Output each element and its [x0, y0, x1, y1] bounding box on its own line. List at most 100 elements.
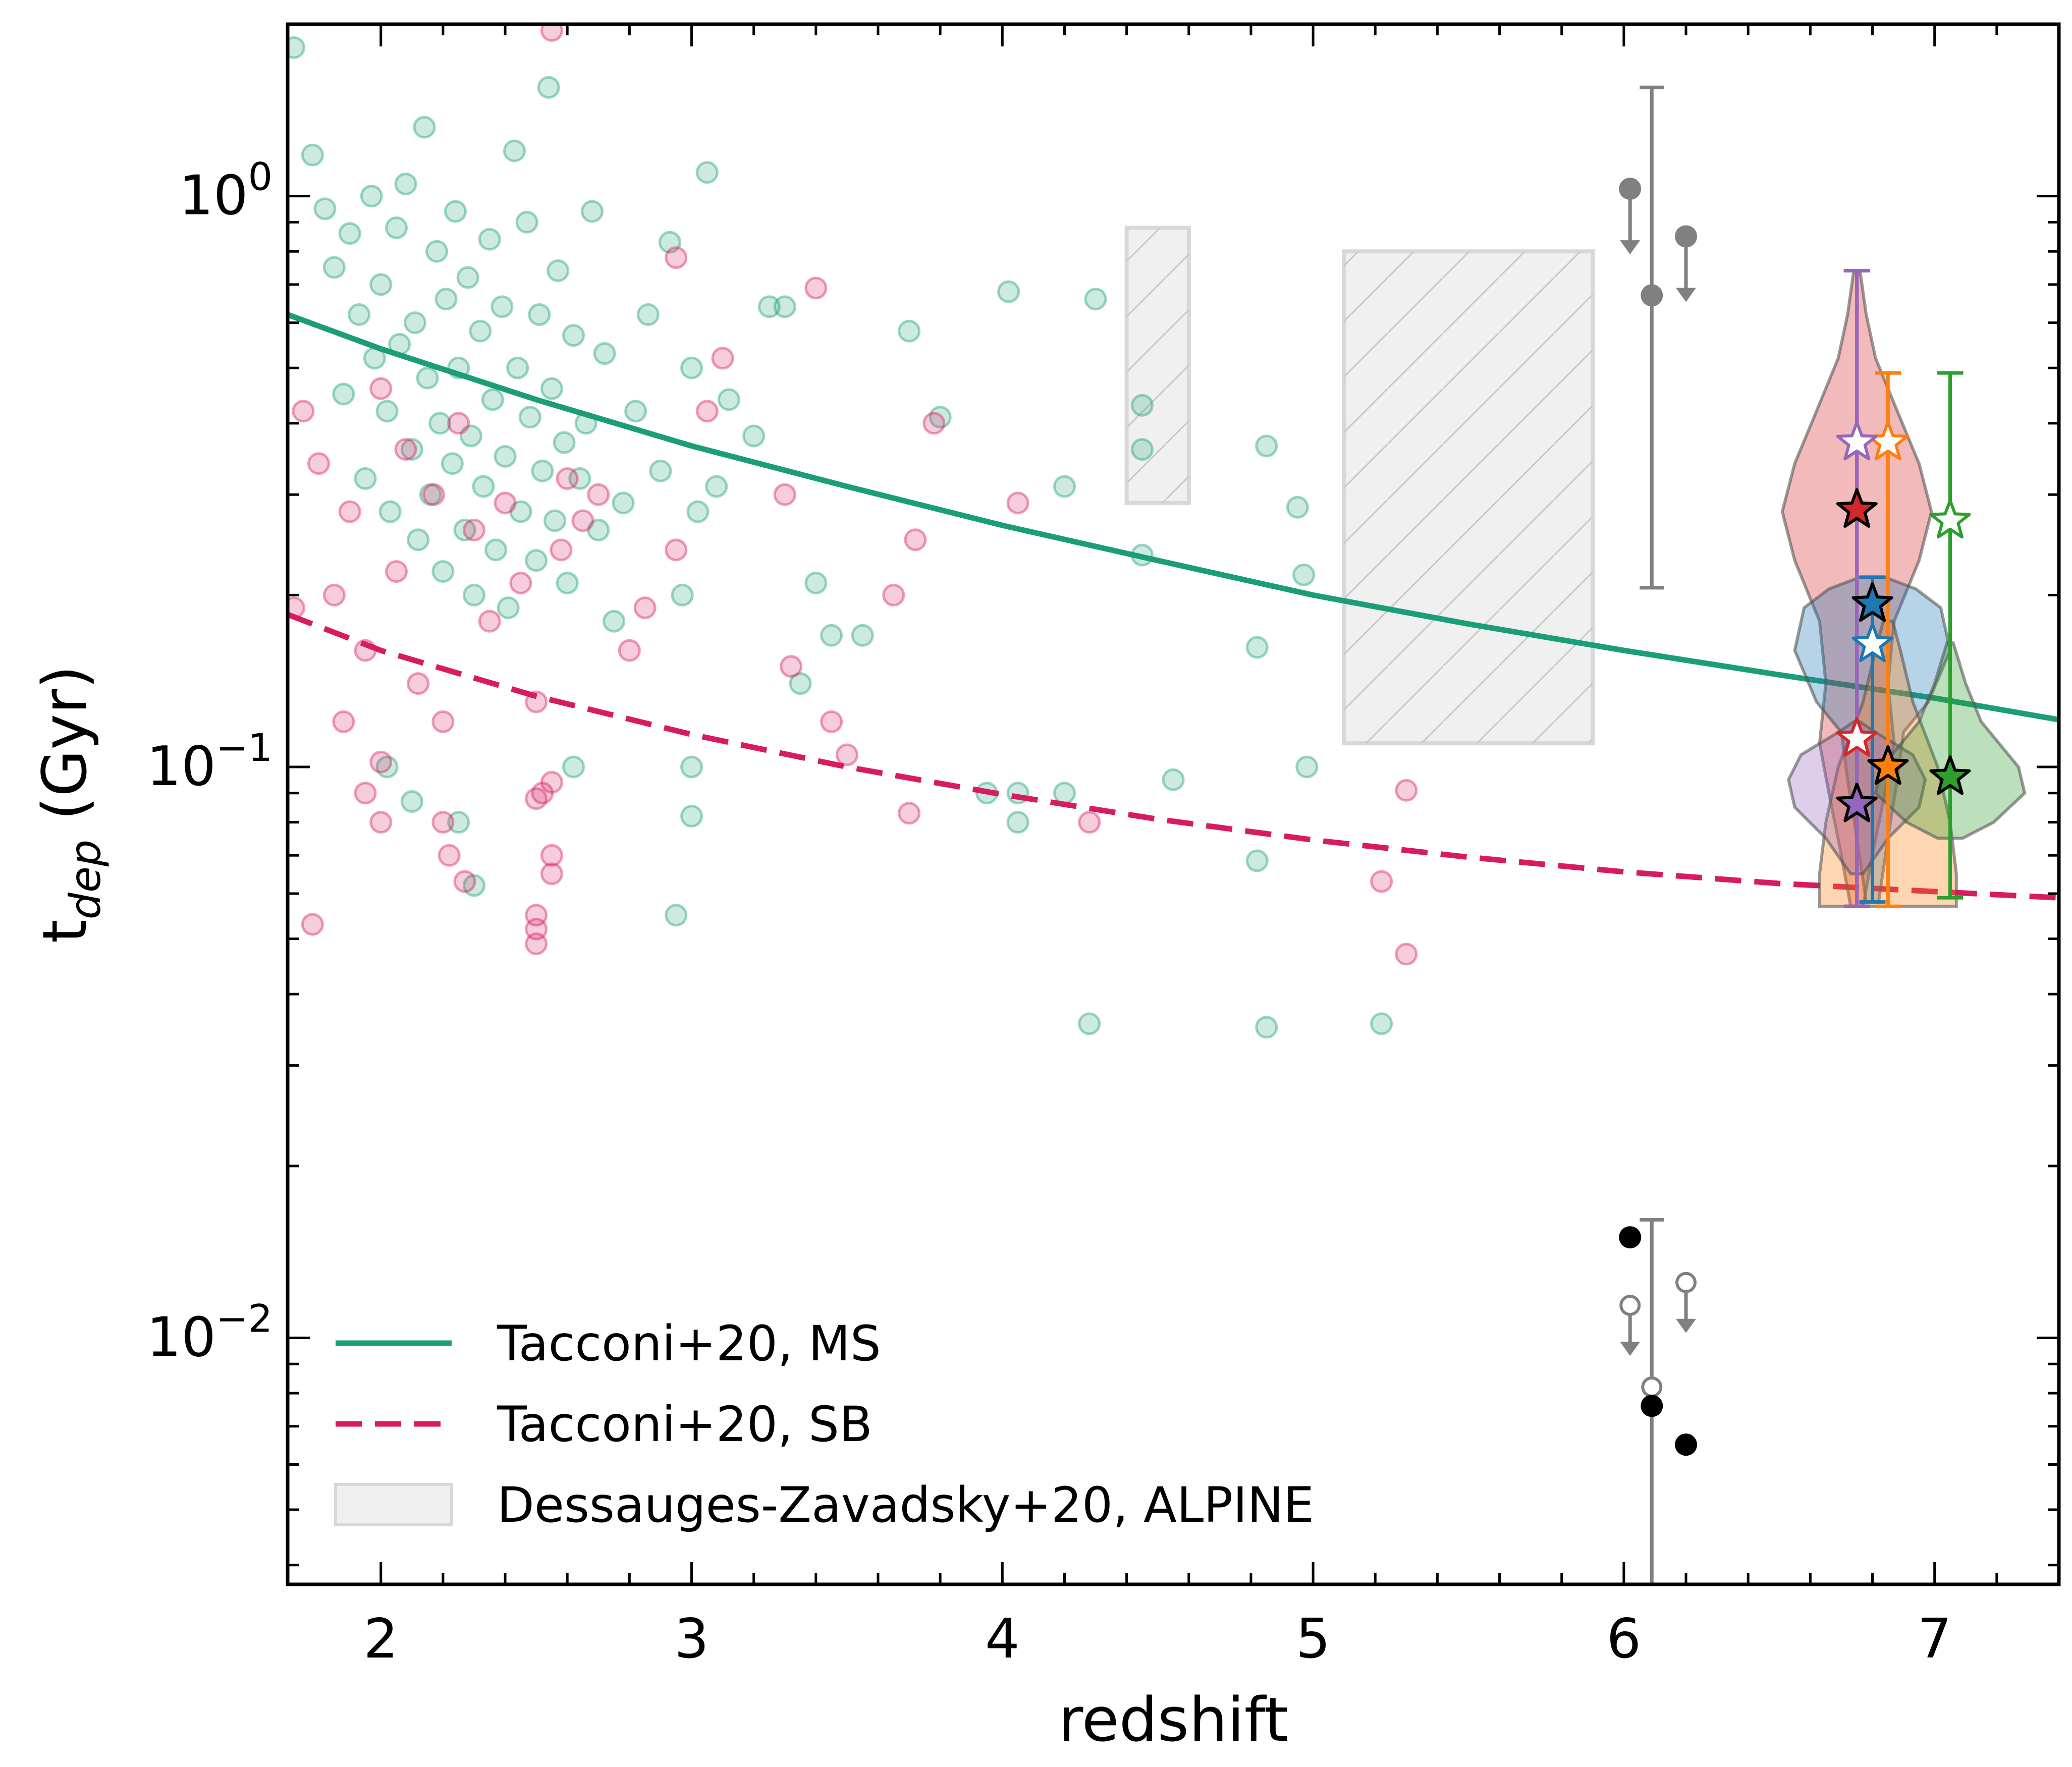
- x-axis-label: redshift: [1058, 1685, 1288, 1755]
- sb-point: [431, 811, 455, 834]
- ms-point: [1084, 288, 1107, 311]
- ms-point: [537, 76, 560, 99]
- gray-upper-limit-arrow-head: [1620, 240, 1641, 255]
- ms-point: [680, 805, 703, 828]
- sb-point: [1078, 811, 1101, 834]
- ms-point: [1255, 1016, 1278, 1039]
- ms-point: [428, 412, 452, 435]
- y-tick-base: 10: [179, 164, 248, 228]
- sb-point: [322, 583, 346, 606]
- ms-point: [603, 610, 626, 633]
- sb-point: [525, 917, 548, 941]
- ms-point: [456, 266, 479, 289]
- ms-point: [742, 424, 766, 448]
- ms-point: [1245, 849, 1269, 872]
- sb-point: [332, 710, 355, 733]
- filled-star-red: [1836, 488, 1878, 528]
- ms-point: [497, 596, 520, 620]
- ms-point: [528, 303, 551, 326]
- ms-point: [789, 672, 812, 695]
- black-point: [1675, 1433, 1698, 1456]
- ms-point: [288, 36, 305, 59]
- ms-point: [332, 382, 355, 406]
- ms-point: [686, 500, 710, 523]
- ms-point: [515, 210, 538, 234]
- ms-point: [636, 303, 660, 326]
- y-tick-exponent: −2: [216, 1296, 272, 1341]
- sb-point: [898, 802, 921, 825]
- open-gray-upper-limit-arrow-head: [1676, 1318, 1697, 1333]
- ms-point: [444, 200, 467, 223]
- ms-point: [481, 388, 504, 411]
- ms-point: [400, 438, 423, 461]
- ms-point: [431, 560, 455, 583]
- x-tick-label: 3: [674, 1608, 709, 1671]
- ms-point: [804, 571, 828, 594]
- gray-upper-limit-point: [1675, 225, 1698, 248]
- legend: Tacconi+20, MS Tacconi+20, SB Dessauges-…: [334, 1315, 1314, 1533]
- ms-point: [484, 538, 508, 562]
- sb-point: [431, 710, 455, 733]
- sb-point: [292, 400, 315, 423]
- filled-star-purple: [1836, 783, 1878, 822]
- filled-star-blue: [1851, 582, 1893, 622]
- ms-point: [375, 400, 399, 423]
- sb-point: [301, 913, 324, 936]
- x-tick-label: 5: [1296, 1608, 1331, 1671]
- y-tick-base: 10: [147, 1306, 216, 1369]
- sb-point: [633, 596, 657, 620]
- ms-point: [1370, 1012, 1393, 1035]
- sb-point: [438, 844, 461, 867]
- sb-point: [540, 24, 563, 42]
- ms-point: [624, 400, 647, 423]
- ms-point: [1292, 563, 1316, 586]
- ms-point: [1006, 811, 1029, 834]
- sb-point: [307, 452, 331, 475]
- ms-point: [478, 228, 501, 251]
- ms-point: [553, 431, 576, 454]
- sb-point: [587, 483, 610, 506]
- sb-point: [904, 528, 927, 551]
- ms-point: [997, 280, 1020, 303]
- ms-point: [1255, 434, 1278, 458]
- ms-point: [851, 624, 874, 647]
- ms-point: [462, 583, 485, 606]
- plot-frame: [286, 22, 2061, 1586]
- y-tick-label: 10−1: [147, 725, 272, 798]
- alpine-box-hatch: [1344, 251, 1593, 744]
- y-tick-label: 10−2: [147, 1296, 272, 1369]
- ms-point: [394, 173, 417, 196]
- open-gray-upper-limit-arrow-head: [1620, 1342, 1641, 1356]
- ms-point: [898, 319, 921, 343]
- sb-point: [618, 639, 641, 662]
- ms-point: [1162, 768, 1185, 791]
- y-tick-exponent: 0: [248, 154, 272, 199]
- sb-point: [494, 491, 517, 515]
- sb-point: [711, 347, 734, 370]
- sb-point: [462, 519, 485, 542]
- ms-point: [1295, 755, 1319, 779]
- ms-relation-line: [288, 312, 2059, 723]
- ms-point: [403, 311, 426, 335]
- ms-point: [338, 222, 361, 245]
- sb-point: [394, 438, 417, 461]
- ms-point: [658, 231, 681, 254]
- ms-point: [416, 366, 439, 390]
- ms-point: [518, 406, 541, 429]
- ms-point: [354, 467, 377, 490]
- sb-point: [447, 412, 470, 435]
- sb-point: [835, 743, 858, 766]
- y-tick-exponent: −1: [216, 725, 272, 770]
- ms-point: [490, 295, 514, 318]
- y-tick-label: 100: [179, 154, 272, 228]
- sb-point: [540, 862, 563, 886]
- ms-point: [1286, 495, 1309, 519]
- plot-area: [288, 24, 2059, 1584]
- ms-point: [348, 303, 371, 326]
- ms-point: [503, 139, 526, 162]
- gray-upper-limit-arrow-head: [1676, 288, 1697, 302]
- ms-point: [413, 116, 436, 139]
